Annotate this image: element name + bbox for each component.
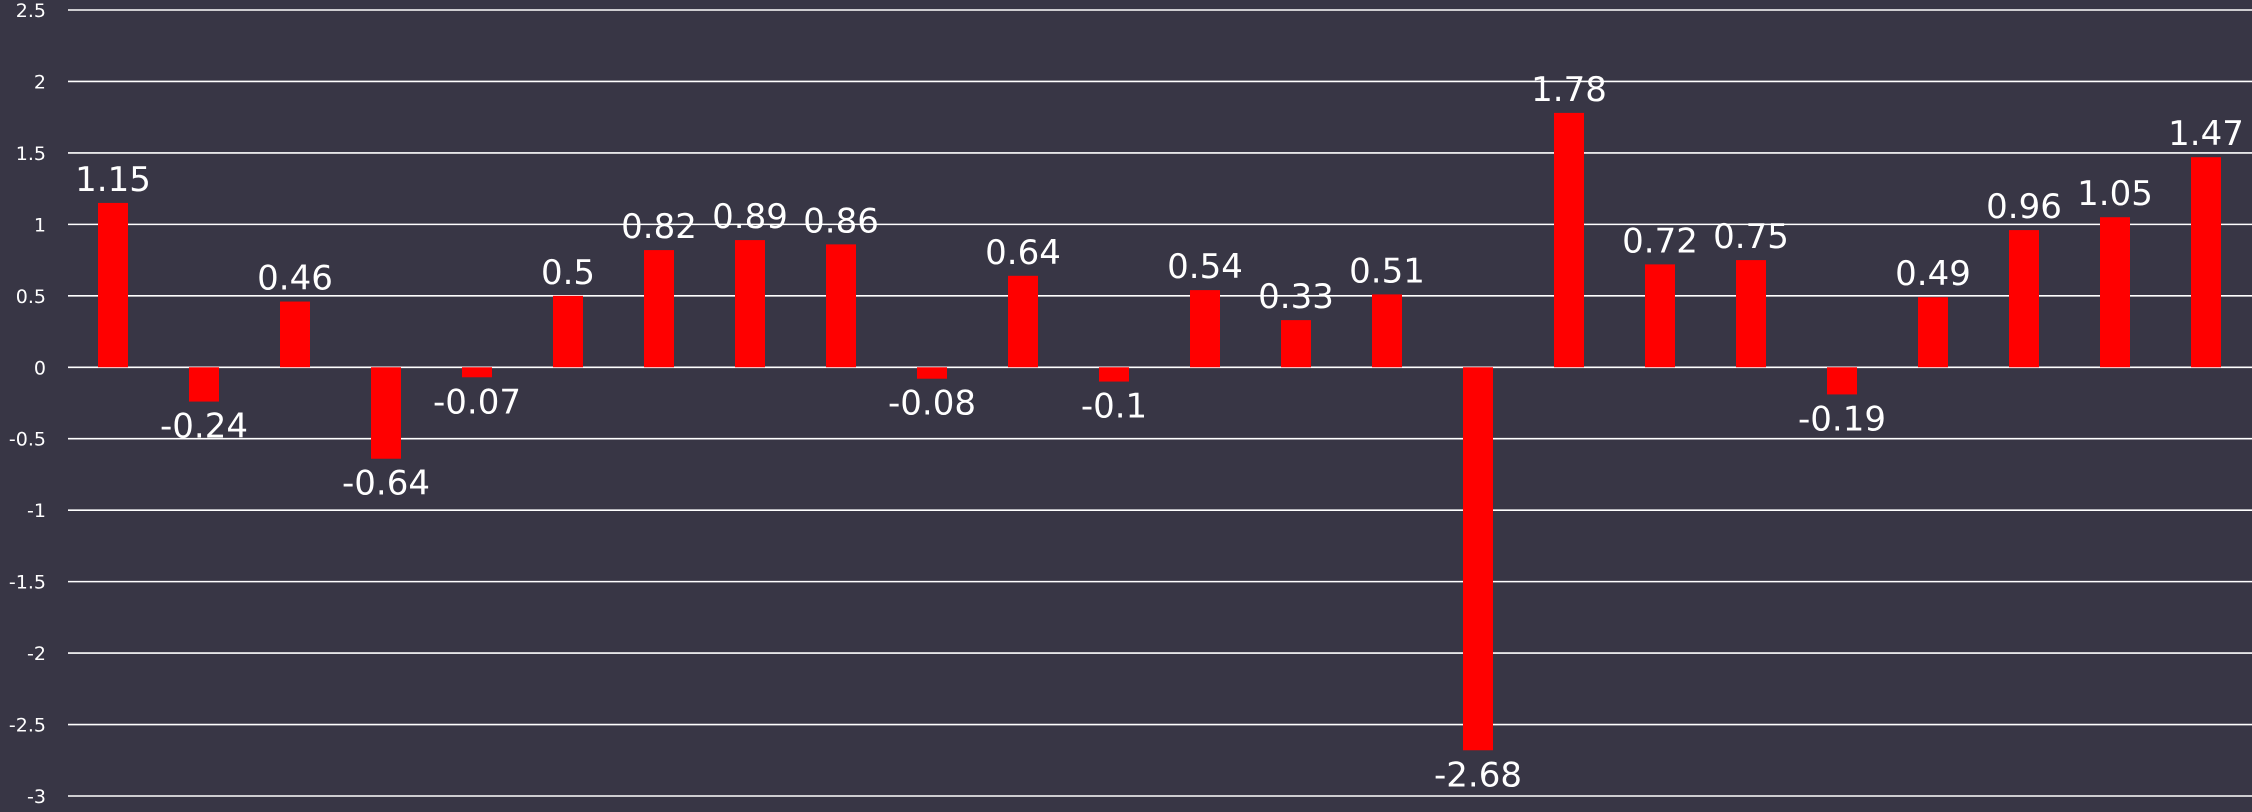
data-label: -0.07 <box>433 382 521 422</box>
bar <box>1827 367 1857 395</box>
bar <box>98 202 128 368</box>
bar <box>2191 157 2221 368</box>
y-tick-label: -1.5 <box>9 572 46 594</box>
y-tick-label: -2 <box>27 643 46 665</box>
data-label: 0.49 <box>1895 254 1971 294</box>
bar <box>917 367 947 379</box>
bar <box>826 244 856 368</box>
data-label: -0.24 <box>160 407 248 447</box>
data-label: 0.33 <box>1258 277 1334 317</box>
bar <box>1736 260 1766 368</box>
bars <box>98 112 2221 751</box>
y-tick-label: 0 <box>34 357 46 379</box>
data-label: 0.86 <box>803 201 879 241</box>
data-label: 0.75 <box>1713 217 1789 257</box>
bar <box>735 240 765 368</box>
bar <box>462 367 492 378</box>
gridlines <box>68 9 2252 797</box>
bar <box>1554 112 1584 368</box>
data-label: -0.64 <box>342 464 430 504</box>
bar <box>553 295 583 368</box>
bar <box>1918 297 1948 368</box>
bar <box>1190 290 1220 368</box>
bar <box>280 301 310 368</box>
bar <box>2100 217 2130 368</box>
bar <box>1281 320 1311 368</box>
y-tick-label: 2 <box>34 71 46 93</box>
data-label: -2.68 <box>1434 755 1522 795</box>
data-label: 0.89 <box>712 197 788 237</box>
bar <box>2009 230 2039 368</box>
bar <box>1372 294 1402 368</box>
data-label: 0.5 <box>541 253 595 293</box>
y-axis-tick-labels: 2.5 2 1.5 1 0.5 0 -0.5 -1 -1.5 -2 -2.5 -3 <box>9 0 46 808</box>
bar <box>371 367 401 459</box>
data-label: -0.1 <box>1081 387 1147 427</box>
y-tick-label: -1 <box>27 500 46 522</box>
data-label: 1.47 <box>2168 114 2244 154</box>
data-label: 1.05 <box>2077 174 2153 214</box>
data-label: 0.54 <box>1167 247 1243 287</box>
data-label: -0.08 <box>888 384 976 424</box>
bar <box>1008 275 1038 368</box>
data-label: 0.72 <box>1622 221 1698 261</box>
data-label: -0.19 <box>1798 399 1886 439</box>
y-tick-label: -2.5 <box>9 715 46 737</box>
data-label: 1.15 <box>75 160 151 200</box>
bar <box>1099 367 1129 382</box>
data-label: 0.51 <box>1349 251 1425 291</box>
bar <box>644 250 674 368</box>
data-label: 0.82 <box>621 207 697 247</box>
y-tick-label: 1.5 <box>16 143 46 165</box>
data-label: 1.78 <box>1531 70 1607 110</box>
bar <box>1645 264 1675 368</box>
y-tick-label: -0.5 <box>9 429 46 451</box>
data-label: 0.46 <box>257 259 333 299</box>
data-label: 0.64 <box>985 233 1061 273</box>
data-labels: 1.15 -0.24 0.46 -0.64 -0.07 0.5 0.82 0.89 0.86 -0… <box>75 70 2244 795</box>
y-tick-label: 0.5 <box>16 286 46 308</box>
bar <box>189 367 219 402</box>
bar <box>1463 367 1493 751</box>
y-tick-label: 1 <box>34 214 46 236</box>
data-label: 0.96 <box>1986 187 2062 227</box>
y-tick-label: 2.5 <box>16 0 46 22</box>
y-tick-label: -3 <box>27 786 46 807</box>
